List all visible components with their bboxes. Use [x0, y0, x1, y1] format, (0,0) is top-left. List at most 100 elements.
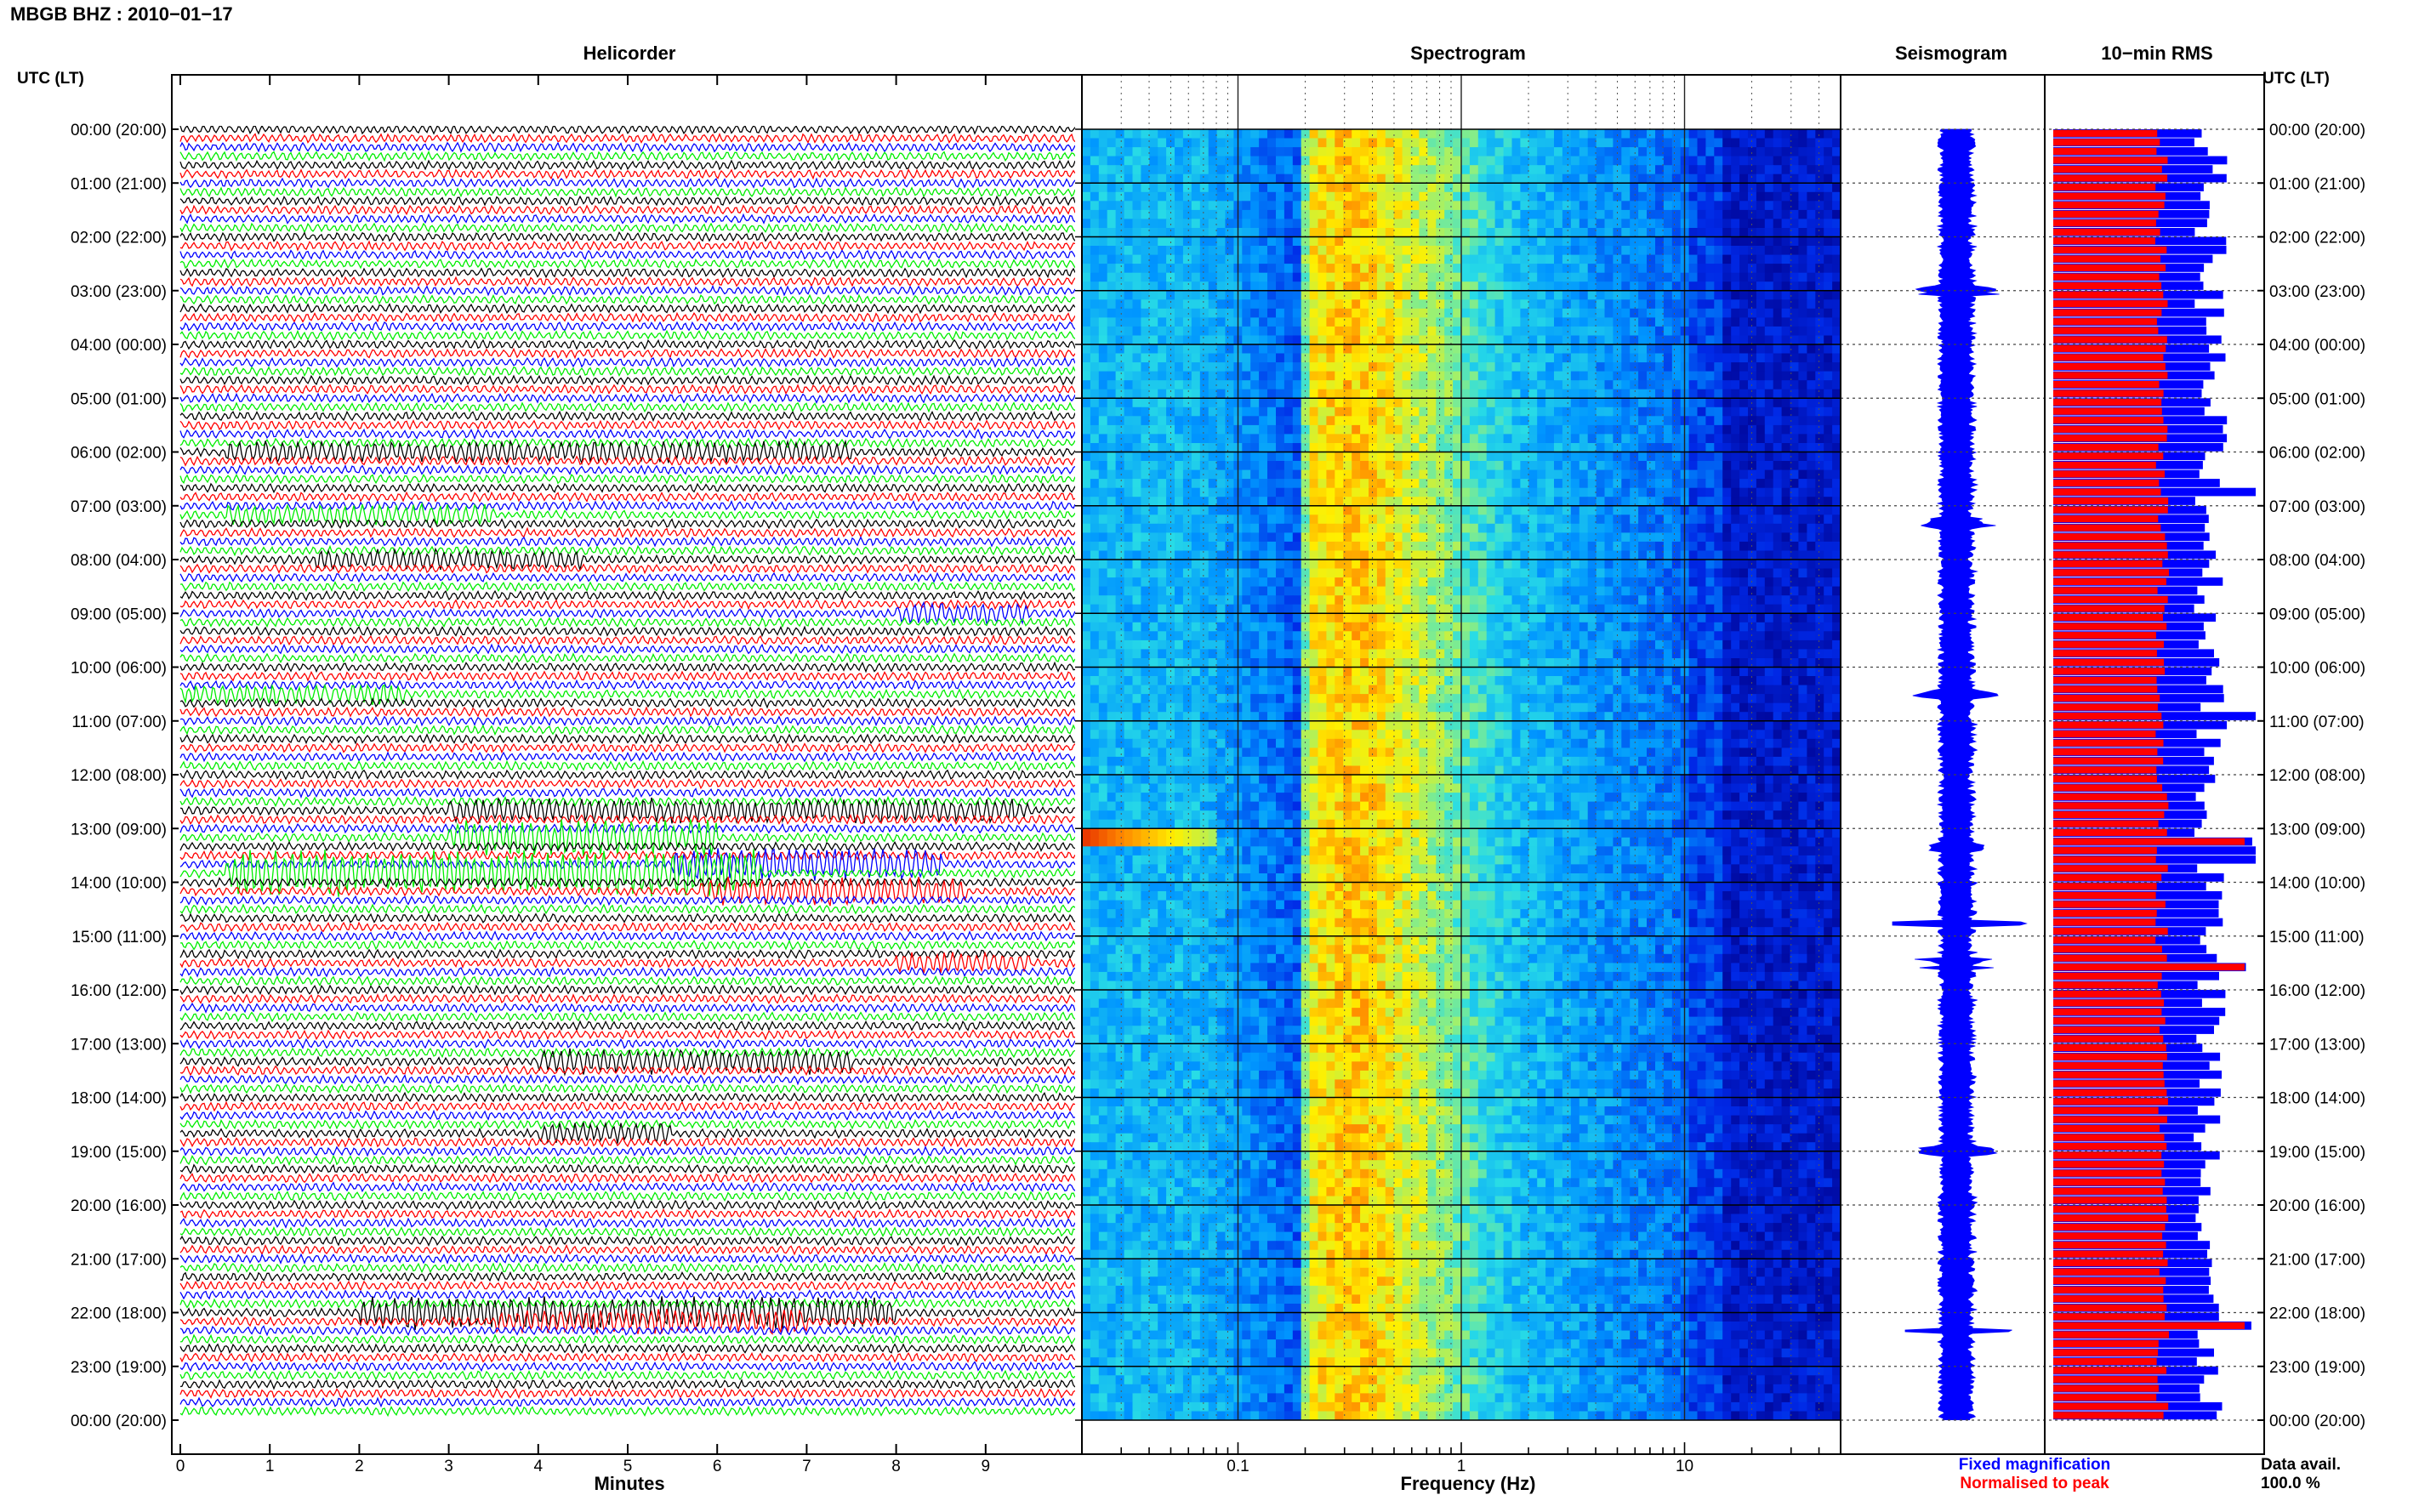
spectrogram-cell — [1739, 173, 1749, 184]
spectrogram-cell — [1570, 487, 1580, 497]
spectrogram-cell — [1402, 326, 1412, 336]
spectrogram-cell — [1697, 532, 1706, 543]
spectrogram-cell — [1705, 129, 1715, 139]
spectrogram-cell — [1343, 560, 1352, 570]
spectrogram-cell — [1216, 191, 1227, 202]
spectrogram-cell — [1630, 272, 1639, 282]
spectrogram-cell — [1090, 461, 1100, 471]
spectrogram-cell — [1764, 514, 1774, 525]
spectrogram-cell — [1604, 541, 1614, 551]
spectrogram-cell — [1335, 604, 1344, 614]
spectrogram-cell — [1149, 353, 1158, 363]
spectrogram-cell — [1545, 595, 1555, 605]
spectrogram-cell — [1436, 173, 1445, 184]
spectrogram-cell — [1756, 443, 1766, 453]
spectrogram-cell — [1545, 604, 1555, 614]
spectrogram-cell — [1477, 577, 1488, 588]
spectrogram-cell — [1385, 183, 1395, 193]
spectrogram-cell — [1283, 568, 1294, 578]
spectrogram-cell — [1124, 604, 1134, 614]
spectrogram-cell — [1385, 613, 1395, 623]
spectrogram-cell — [1158, 290, 1167, 300]
spectrogram-cell — [1259, 541, 1268, 551]
spectrogram-cell — [1722, 469, 1732, 480]
spectrogram-cell — [1469, 541, 1479, 551]
spectrogram-cell — [1242, 406, 1251, 417]
spectrogram-cell — [1655, 254, 1665, 264]
spectrogram-cell — [1714, 183, 1723, 193]
spectrogram-cell — [1115, 424, 1125, 435]
spectrogram-cell — [1132, 604, 1141, 614]
spectrogram-cell — [1815, 362, 1824, 372]
spectrogram-cell — [1824, 389, 1833, 399]
spectrogram-cell — [1259, 613, 1268, 623]
spectrogram-cell — [1520, 362, 1529, 372]
spectrogram-cell — [1537, 371, 1546, 381]
spectrogram-cell — [1477, 560, 1488, 570]
spectrogram-cell — [1427, 416, 1437, 426]
spectrogram-cell — [1166, 353, 1175, 363]
spectrogram-cell — [1436, 541, 1445, 551]
spectrogram-cell — [1453, 236, 1462, 247]
spectrogram-cell — [1343, 523, 1352, 533]
spectrogram-cell — [1604, 434, 1614, 444]
spectrogram-cell — [1182, 335, 1192, 345]
spectrogram-cell — [1301, 317, 1311, 327]
spectrogram-cell — [1579, 398, 1589, 408]
spectrogram-cell — [1402, 317, 1412, 327]
spectrogram-cell — [1199, 487, 1210, 497]
spectrogram-cell — [1292, 461, 1302, 471]
spectrogram-cell — [1663, 344, 1673, 355]
spectrogram-cell — [1671, 487, 1682, 497]
spectrogram-cell — [1292, 129, 1302, 139]
spectrogram-cell — [1469, 173, 1479, 184]
spectrogram-cell — [1149, 344, 1158, 355]
spectrogram-cell — [1638, 514, 1648, 525]
spectrogram-cell — [1360, 272, 1369, 282]
spectrogram-cell — [1444, 406, 1454, 417]
spectrogram-cell — [1773, 281, 1783, 292]
spectrogram-cell — [1427, 344, 1437, 355]
spectrogram-cell — [1158, 505, 1167, 515]
spectrogram-cell — [1376, 604, 1386, 614]
spectrogram-cell — [1756, 416, 1766, 426]
spectrogram-cell — [1107, 147, 1117, 157]
spectrogram-cell — [1343, 434, 1352, 444]
spectrogram-cell — [1182, 452, 1192, 462]
spectrogram-cell — [1343, 308, 1352, 318]
spectrogram-cell — [1132, 228, 1141, 238]
spectrogram-cell — [1444, 398, 1454, 408]
spectrogram-cell — [1663, 326, 1673, 336]
spectrogram-cell — [1124, 434, 1134, 444]
spectrogram-cell — [1175, 326, 1184, 336]
spectrogram-cell — [1267, 398, 1277, 408]
spectrogram-cell — [1115, 523, 1125, 533]
spectrogram-cell — [1630, 147, 1639, 157]
spectrogram-cell — [1250, 290, 1260, 300]
spectrogram-cell — [1107, 586, 1117, 596]
spectrogram-cell — [1419, 497, 1428, 507]
spectrogram-cell — [1697, 389, 1706, 399]
spectrogram-cell — [1335, 129, 1344, 139]
spectrogram-cell — [1655, 353, 1665, 363]
spectrogram-cell — [1477, 209, 1488, 219]
spectrogram-cell — [1360, 138, 1369, 148]
spectrogram-cell — [1790, 380, 1799, 390]
spectrogram-cell — [1705, 497, 1715, 507]
spectrogram-cell — [1360, 416, 1369, 426]
spectrogram-cell — [1503, 228, 1513, 238]
spectrogram-cell — [1419, 165, 1428, 175]
spectrogram-cell — [1790, 560, 1799, 570]
spectrogram-cell — [1098, 586, 1108, 596]
spectrogram-cell — [1604, 219, 1614, 229]
spectrogram-cell — [1225, 550, 1234, 560]
spectrogram-cell — [1688, 541, 1699, 551]
spectrogram-cell — [1376, 236, 1386, 247]
spectrogram-cell — [1511, 443, 1521, 453]
spectrogram-cell — [1242, 568, 1251, 578]
spectrogram-cell — [1587, 362, 1597, 372]
spectrogram-cell — [1208, 353, 1218, 363]
spectrogram-cell — [1141, 389, 1150, 399]
spectrogram-cell — [1477, 228, 1488, 238]
spectrogram-cell — [1764, 264, 1774, 274]
